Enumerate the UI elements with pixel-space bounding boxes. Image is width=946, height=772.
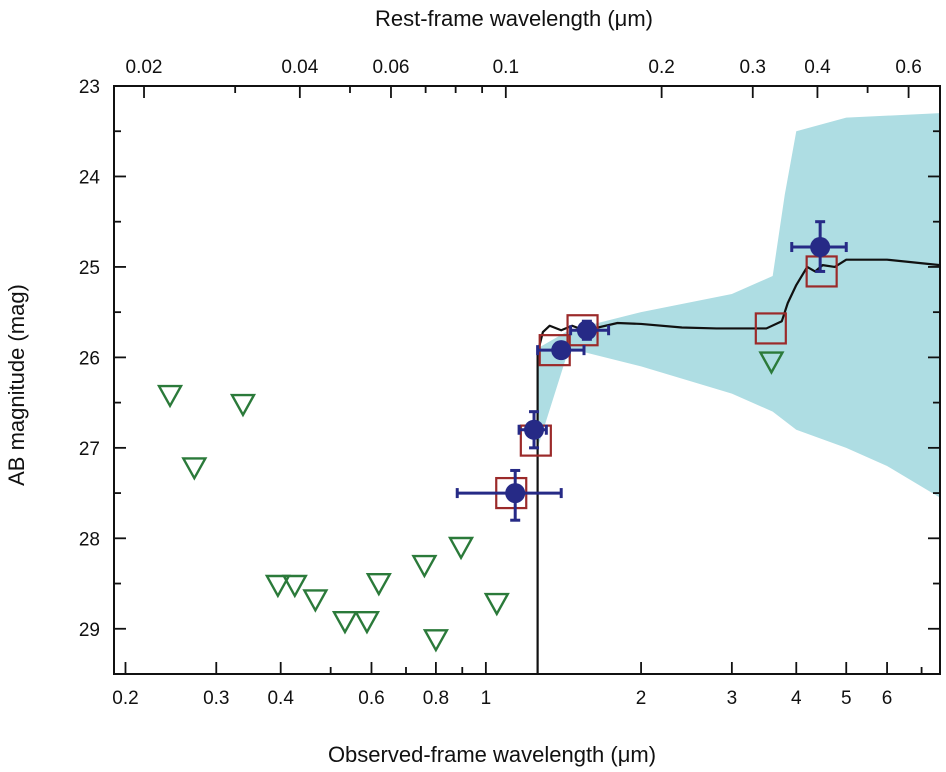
x2-tick-label: 0.4 <box>804 57 831 78</box>
x2-tick-label: 0.04 <box>281 57 318 78</box>
x-tick-label: 4 <box>791 688 802 709</box>
x-tick-label: 6 <box>882 688 893 709</box>
y-tick-label: 28 <box>79 529 100 550</box>
x-tick-label: 1 <box>481 688 492 709</box>
upper-limit-marker <box>181 457 208 481</box>
x-tick-label: 2 <box>636 688 647 709</box>
y-tick-label: 23 <box>79 77 100 98</box>
x2-tick-label: 0.02 <box>126 57 163 78</box>
x-tick-label: 5 <box>841 688 852 709</box>
upper-limit-marker <box>411 554 438 579</box>
upper-limit-markers <box>156 351 785 653</box>
x-tick-label: 0.3 <box>203 688 229 709</box>
x2-tick-label: 0.3 <box>740 57 766 78</box>
detection-marker <box>810 237 831 258</box>
x-tick-label: 0.8 <box>423 688 449 709</box>
detection-marker <box>551 340 572 361</box>
model-square <box>754 312 787 345</box>
detection-point <box>536 340 586 361</box>
upper-limit-marker <box>264 574 291 599</box>
y-tick-label: 29 <box>79 620 100 641</box>
x2-tick-label: 0.06 <box>372 57 409 78</box>
upper-limit-marker <box>447 536 475 561</box>
top-axis-title: Rest-frame wavelength (μm) <box>375 6 653 31</box>
detection-marker <box>576 320 597 341</box>
x-tick-label: 0.4 <box>267 688 294 709</box>
axis-ticks: 0.2 0.3 0.4 0.6 0.8 1 2 3 4 5 60.02 0.04 0.06 0.1 0.2 0… <box>79 57 940 709</box>
y-tick-label: 27 <box>79 439 100 460</box>
x2-tick-label: 0.2 <box>648 57 674 78</box>
y-tick-label: 24 <box>79 167 101 188</box>
upper-limit-marker <box>156 384 184 409</box>
upper-limit-marker <box>483 592 510 617</box>
upper-limit-marker <box>281 574 308 599</box>
x2-tick-label: 0.6 <box>895 57 921 78</box>
y-tick-label: 25 <box>79 258 100 279</box>
plot-frame <box>113 85 941 675</box>
band-area <box>537 113 940 498</box>
y-tick-label: 26 <box>79 348 100 369</box>
upper-limit-marker <box>229 393 257 418</box>
upper-limit-marker <box>758 351 785 375</box>
x-tick-label: 0.2 <box>112 688 138 709</box>
x-tick-label: 0.6 <box>358 688 384 709</box>
x-tick-label: 3 <box>727 688 738 709</box>
model-line <box>536 258 941 674</box>
detection-point <box>790 220 848 273</box>
upper-limit-marker <box>331 610 359 635</box>
detection-marker <box>524 419 545 440</box>
model-uncertainty-band <box>537 113 940 498</box>
bottom-axis-title: Observed-frame wavelength (μm) <box>328 742 656 767</box>
upper-limit-marker <box>302 589 329 613</box>
detection-marker <box>505 483 526 504</box>
x2-tick-label: 0.1 <box>493 57 519 78</box>
model-spectrum <box>536 258 941 674</box>
upper-limit-marker <box>422 629 449 653</box>
upper-limit-marker <box>365 572 392 597</box>
left-axis-title: AB magnitude (mag) <box>4 284 29 486</box>
detection-point <box>569 319 611 341</box>
detection-points <box>455 220 848 522</box>
upper-limit-marker <box>353 610 380 635</box>
detection-point <box>517 410 548 450</box>
detection-point <box>455 468 563 522</box>
